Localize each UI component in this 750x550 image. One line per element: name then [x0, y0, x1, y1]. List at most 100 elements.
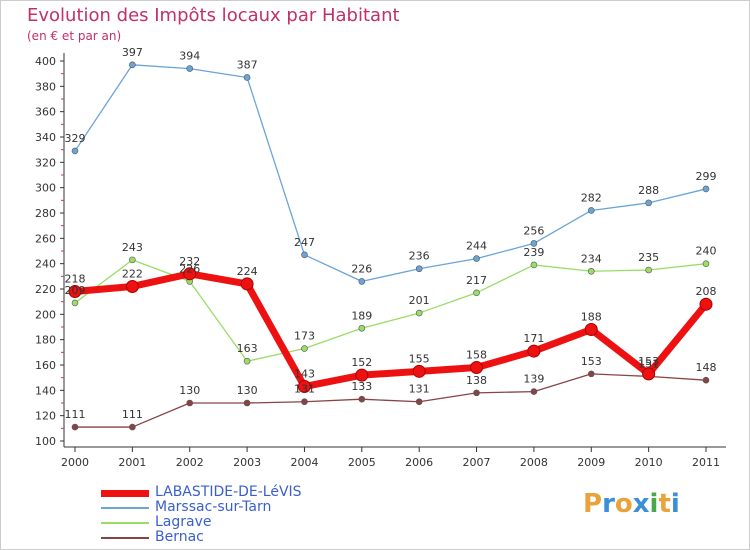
data-label-0-2009: 188 — [581, 311, 602, 324]
data-point-1-2005 — [358, 278, 366, 285]
x-tick-label-2001: 2001 — [118, 456, 146, 469]
data-label-3-2011: 148 — [696, 361, 717, 374]
data-label-2-2011: 240 — [696, 245, 717, 258]
x-tick-label-2009: 2009 — [577, 456, 605, 469]
data-label-1-2007: 244 — [466, 240, 487, 253]
data-point-2-2000 — [71, 299, 79, 307]
data-label-3-2001: 111 — [122, 408, 143, 421]
data-label-2-2000: 209 — [65, 284, 86, 297]
data-point-2-2009 — [587, 267, 595, 275]
data-label-2-2004: 173 — [294, 330, 315, 343]
data-point-2-2011 — [702, 260, 710, 267]
x-tick-label-2008: 2008 — [520, 456, 548, 469]
x-tick-label-2011: 2011 — [692, 456, 720, 469]
data-label-3-2000: 111 — [65, 408, 86, 421]
data-point-0-2006 — [412, 364, 426, 378]
data-label-2-2010: 235 — [638, 251, 659, 264]
y-tick-label-360: 360 — [35, 106, 56, 119]
data-point-1-2000 — [71, 147, 79, 155]
data-label-3-2010: 151 — [638, 357, 659, 370]
legend-label-bernac: Bernac — [155, 529, 204, 545]
data-label-0-2007: 158 — [466, 349, 487, 362]
data-label-2-2009: 234 — [581, 252, 602, 265]
series-line-1 — [74, 64, 707, 283]
data-point-1-2004 — [301, 251, 308, 259]
legend-label-marssac: Marssac-sur-Tarn — [155, 499, 272, 515]
data-point-1-2003 — [243, 74, 251, 81]
series-line-0 — [74, 270, 709, 391]
data-label-2-2002: 226 — [179, 262, 200, 275]
data-label-1-2002: 394 — [179, 50, 200, 63]
data-label-1-2005: 226 — [351, 262, 372, 275]
data-label-3-2006: 131 — [409, 383, 430, 396]
data-point-3-2008 — [530, 388, 538, 395]
data-label-3-2008: 139 — [523, 373, 544, 386]
logo-letter: P — [583, 489, 603, 519]
data-label-1-2003: 387 — [237, 58, 258, 71]
data-point-0-2009 — [584, 323, 598, 337]
logo-letter: o — [614, 489, 633, 519]
data-label-2-2007: 217 — [466, 274, 487, 287]
data-label-3-2007: 138 — [466, 374, 487, 387]
data-point-1-2009 — [587, 207, 595, 214]
y-tick-label-400: 400 — [35, 55, 56, 68]
data-point-2-2001 — [129, 256, 136, 264]
data-point-0-2000 — [68, 285, 82, 299]
data-label-0-2002: 232 — [179, 255, 200, 268]
data-label-1-2000: 329 — [65, 132, 86, 145]
data-label-1-2001: 397 — [122, 46, 143, 59]
y-tick-label-280: 280 — [35, 207, 56, 220]
data-label-0-2001: 222 — [122, 267, 143, 280]
x-tick-label-2010: 2010 — [635, 456, 663, 469]
data-point-3-2006 — [415, 398, 423, 406]
y-tick-label-100: 100 — [35, 435, 56, 448]
legend-swatch-bernac — [101, 537, 149, 539]
y-tick-label-260: 260 — [35, 232, 56, 245]
logo-letter: x — [632, 489, 650, 519]
data-point-0-2007 — [470, 361, 484, 375]
logo-letter: r — [602, 489, 615, 519]
data-point-0-2010 — [642, 367, 656, 381]
data-point-1-2011 — [702, 185, 710, 193]
data-point-2-2007 — [473, 289, 480, 297]
data-point-3-2001 — [129, 423, 136, 431]
data-label-0-2011: 208 — [696, 285, 717, 298]
data-label-3-2002: 130 — [179, 384, 200, 397]
data-point-3-2009 — [587, 370, 595, 378]
data-point-2-2008 — [530, 261, 538, 269]
x-tick-label-2007: 2007 — [463, 456, 491, 469]
chart-title: Evolution des Impôts locaux par Habitant — [27, 5, 400, 26]
data-point-1-2006 — [415, 265, 423, 273]
data-label-0-2005: 152 — [351, 356, 372, 369]
data-label-3-2009: 153 — [581, 355, 602, 368]
data-label-2-2003: 163 — [237, 342, 258, 355]
x-tick-label-2000: 2000 — [61, 456, 89, 469]
logo-letter: t — [658, 489, 671, 519]
data-label-2-2008: 239 — [523, 246, 544, 259]
data-label-1-2004: 247 — [294, 236, 315, 249]
data-point-1-2001 — [129, 61, 136, 69]
series-line-3 — [75, 373, 707, 428]
legend-label-lagrave: Lagrave — [155, 514, 212, 530]
data-point-2-2005 — [358, 324, 366, 332]
data-point-2-2003 — [243, 357, 251, 365]
data-point-1-2007 — [473, 255, 480, 262]
data-label-1-2009: 282 — [581, 191, 602, 204]
y-tick-label-340: 340 — [35, 131, 56, 144]
legend-swatch-lagrave — [101, 522, 149, 524]
data-point-2-2006 — [415, 309, 423, 317]
y-tick-label-380: 380 — [35, 80, 56, 93]
data-point-0-2011 — [699, 297, 713, 311]
data-label-0-2008: 171 — [523, 332, 544, 345]
x-tick-label-2006: 2006 — [405, 456, 433, 469]
legend-label-labastide: LABASTIDE-DE-LéVIS — [155, 484, 302, 500]
y-tick-label-320: 320 — [35, 156, 56, 169]
data-point-1-2010 — [645, 199, 652, 207]
data-label-1-2011: 299 — [696, 170, 717, 183]
legend-swatch-marssac — [101, 507, 149, 509]
data-point-1-2008 — [530, 240, 538, 247]
x-tick-label-2002: 2002 — [176, 456, 204, 469]
data-point-3-2011 — [702, 376, 710, 384]
